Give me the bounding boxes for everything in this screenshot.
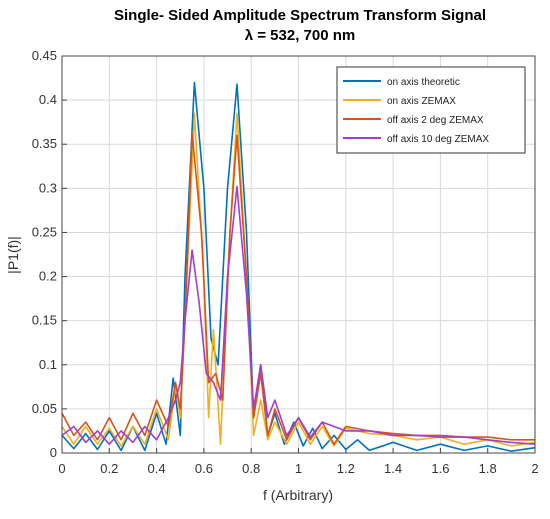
y-tick-label: 0.35 bbox=[32, 136, 57, 151]
plot-area: 0 0.2 0.4 0.6 0.8 1 1.2 1.4 1.6 1.8 2 0 0.05 0.1 0.15 0… bbox=[32, 48, 539, 476]
x-tick-label: 0.2 bbox=[100, 461, 118, 476]
x-tick-label: 1.2 bbox=[337, 461, 355, 476]
plot-frame bbox=[61, 55, 536, 454]
chart-title: Single- Sided Amplitude Spectrum Transfo… bbox=[114, 7, 486, 24]
legend-label-2: on axis ZEMAX bbox=[387, 96, 456, 107]
legend-label-1: on axis theoretic bbox=[387, 77, 460, 88]
y-tick-label: 0.2 bbox=[39, 269, 57, 284]
x-tick-label: 0 bbox=[58, 461, 65, 476]
chart-subtitle: λ = 532, 700 nm bbox=[245, 27, 356, 44]
x-tick-label: 1.4 bbox=[384, 461, 402, 476]
y-tick-label: 0.15 bbox=[32, 313, 57, 328]
y-axis-label: |P1(f)| bbox=[5, 236, 21, 274]
series-line-3 bbox=[61, 132, 535, 445]
y-tick-label: 0.25 bbox=[32, 224, 57, 239]
x-tick-label: 0.8 bbox=[242, 461, 260, 476]
series-line-1 bbox=[61, 81, 536, 452]
y-tick-label: 0.05 bbox=[32, 401, 57, 416]
x-tick-label: 1.8 bbox=[479, 461, 497, 476]
y-tick-label: 0.45 bbox=[32, 48, 57, 63]
x-tick-label: 1 bbox=[295, 461, 302, 476]
x-axis-label: f (Arbitrary) bbox=[263, 487, 333, 503]
y-tick-label: 0.3 bbox=[39, 180, 57, 195]
y-tick-label: 0.1 bbox=[39, 357, 57, 372]
legend-label-4: off axis 10 deg ZEMAX bbox=[387, 134, 489, 145]
legend-label-3: off axis 2 deg ZEMAX bbox=[387, 115, 484, 126]
x-tick-label: 0.6 bbox=[195, 461, 213, 476]
x-tick-label: 2 bbox=[531, 461, 538, 476]
y-tick-label: 0 bbox=[50, 445, 57, 460]
x-tick-label: 1.6 bbox=[431, 461, 449, 476]
series-line-4 bbox=[61, 185, 536, 445]
x-tick-label: 0.4 bbox=[148, 461, 166, 476]
y-tick-label: 0.4 bbox=[39, 92, 57, 107]
series-line-2 bbox=[61, 112, 536, 447]
